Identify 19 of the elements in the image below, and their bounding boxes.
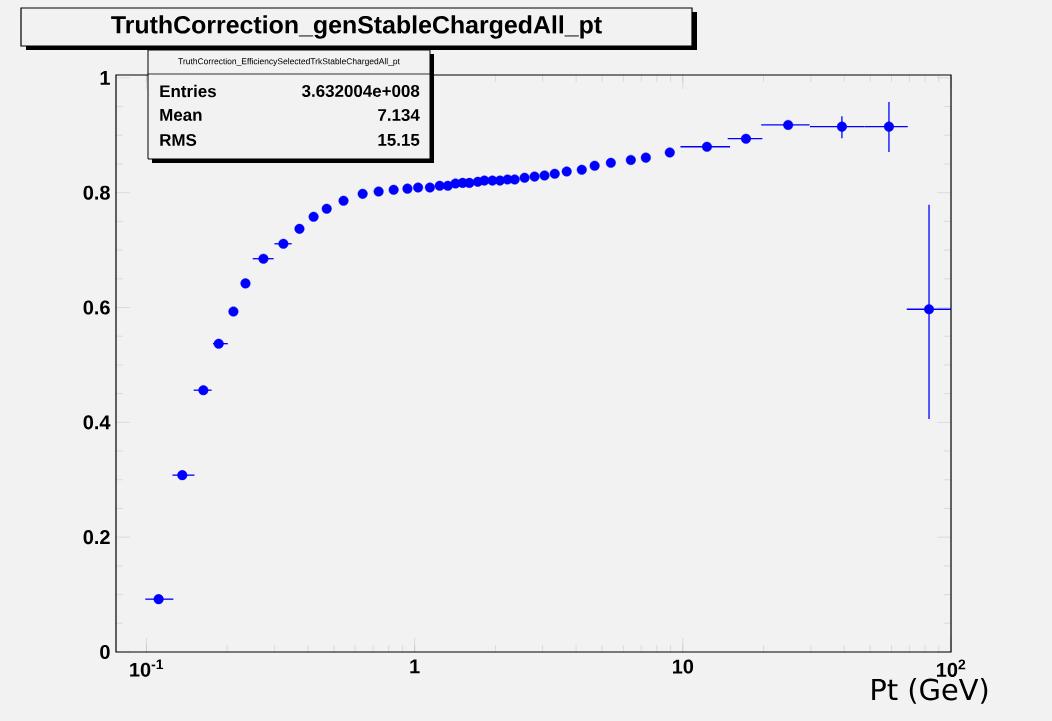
x-tick-label: 10$^{-1}$ bbox=[130, 659, 164, 677]
text: TruthCorrection_EfficiencySelectedTrkStableChargedAll_pt bbox=[178, 58, 400, 66]
x-tick-label: 10 bbox=[673, 659, 694, 674]
x-axis-title: Pt (GeV) bbox=[872, 678, 988, 704]
annotation: Entries bbox=[160, 84, 216, 98]
x-tick-label: 1 bbox=[410, 659, 420, 674]
annotation: 15.15 bbox=[378, 134, 420, 146]
y-tick-label: 0.4 bbox=[83, 415, 111, 430]
chart-title: TruthCorrection_genStableChargedAll_pt bbox=[111, 15, 602, 39]
annotation: 7.134 bbox=[378, 108, 420, 121]
annotation: 3.632004e+008 bbox=[301, 84, 420, 97]
y-tick-label: 0.6 bbox=[83, 300, 110, 315]
y-tick-label: 0 bbox=[100, 644, 110, 660]
x-tick-label: 10$^{2}$ bbox=[937, 659, 966, 677]
y-tick-label: 0.2 bbox=[83, 530, 110, 545]
y-tick-label: 1 bbox=[100, 71, 110, 85]
y-tick-label: 0.8 bbox=[83, 185, 110, 200]
annotation: Mean bbox=[160, 109, 202, 121]
annotation: RMS bbox=[160, 133, 197, 146]
